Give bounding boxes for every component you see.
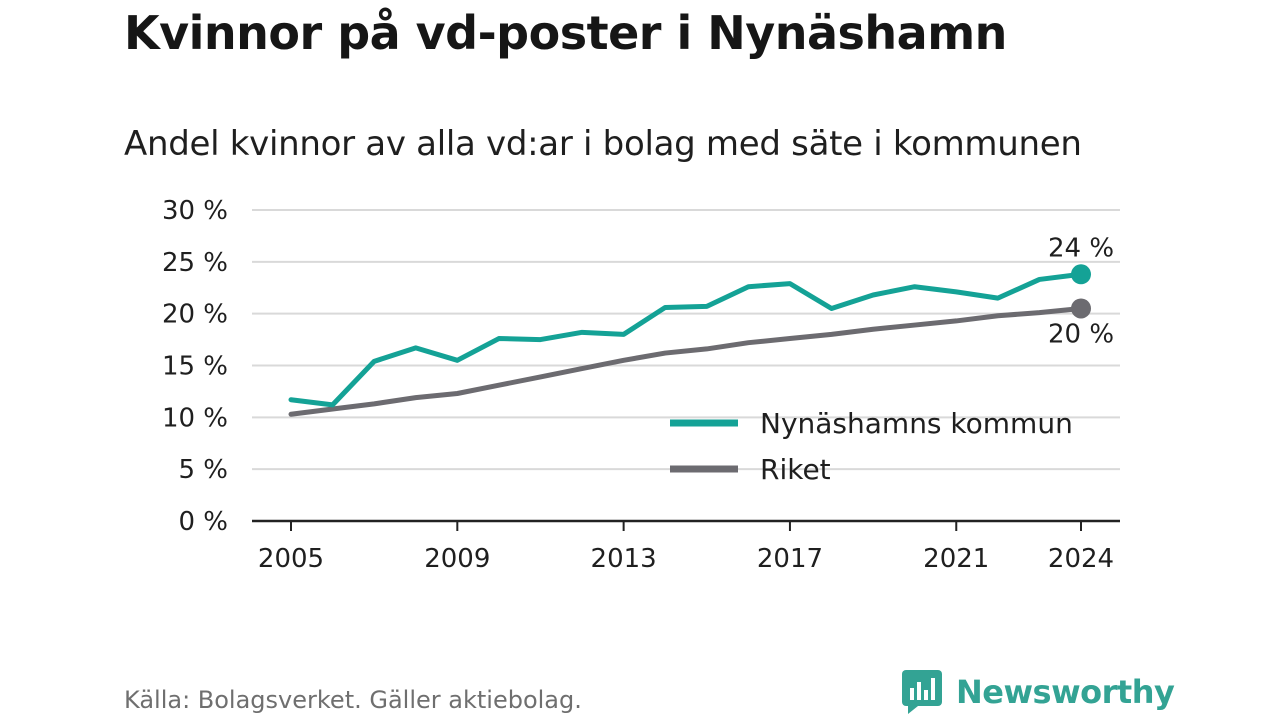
y-tick-label: 0 % xyxy=(178,507,228,537)
series-end-marker xyxy=(1071,298,1091,319)
legend-label: Nynäshamns kommun xyxy=(760,407,1073,440)
x-tick-label: 2009 xyxy=(424,544,490,574)
series-end-marker xyxy=(1071,264,1091,285)
y-tick-label: 30 % xyxy=(162,196,228,226)
x-tick-label: 2021 xyxy=(923,544,989,574)
x-tick-label: 2017 xyxy=(757,544,823,574)
end-label: 20 % xyxy=(1048,319,1114,349)
x-tick-label: 2013 xyxy=(591,544,657,574)
legend-label: Riket xyxy=(760,453,831,486)
y-tick-label: 20 % xyxy=(162,300,228,330)
brand-logo: Newsworthy xyxy=(902,670,1175,714)
y-tick-label: 5 % xyxy=(178,455,228,485)
end-label: 24 % xyxy=(1048,233,1114,263)
y-tick-label: 25 % xyxy=(162,248,228,278)
bar-chart-icon xyxy=(902,670,942,714)
y-tick-label: 10 % xyxy=(162,403,228,433)
source-note: Källa: Bolagsverket. Gäller aktiebolag. xyxy=(124,686,582,714)
y-tick-label: 15 % xyxy=(162,352,228,382)
chart-subtitle: Andel kvinnor av alla vd:ar i bolag med … xyxy=(124,124,1082,164)
x-tick-label: 2024 xyxy=(1048,544,1114,574)
chart-title: Kvinnor på vd-poster i Nynäshamn xyxy=(124,6,1007,60)
series-line xyxy=(288,271,1084,408)
series-line xyxy=(288,305,1084,417)
brand-name: Newsworthy xyxy=(956,673,1175,711)
x-tick-label: 2005 xyxy=(258,544,324,574)
